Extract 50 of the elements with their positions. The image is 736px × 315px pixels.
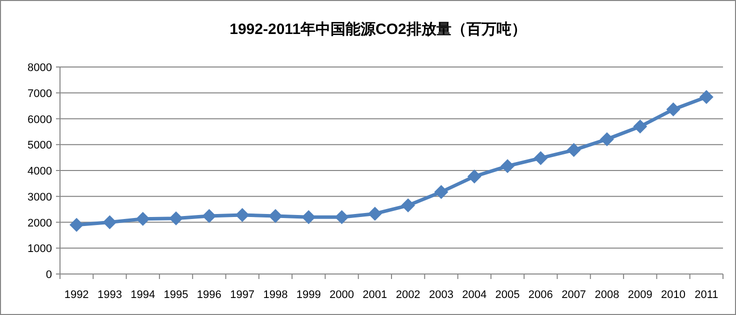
x-tick-label: 1993 [97,289,122,301]
point [434,184,448,199]
point [500,159,515,174]
point [600,132,614,146]
x-tick-label: 2003 [428,289,454,301]
x-tick-label: 2002 [396,289,420,301]
point [699,90,714,104]
point [368,206,382,221]
y-tick-label: 4000 [28,166,52,178]
chart-title: 1992-2011年中国能源CO2排放量（百万吨） [230,21,526,38]
point [102,215,117,230]
x-tick-label: 2001 [362,289,388,301]
point [202,209,216,224]
y-tick-label: 6000 [28,114,52,126]
x-tick-label: 1996 [196,289,222,301]
point [566,143,581,158]
x-tick-label: 2005 [495,289,520,301]
y-tick-label: 1000 [28,243,52,256]
x-tick-label: 1998 [263,289,288,301]
y-tick-label: 3000 [28,191,52,204]
point [666,102,680,116]
x-tick-label: 1999 [296,289,321,301]
x-tick-label: 1994 [130,289,156,301]
x-tick-label: 2009 [628,289,652,301]
x-tick-label: 2006 [528,289,553,301]
point [70,218,84,232]
x-tick-label: 2007 [562,289,586,301]
point [169,211,184,226]
point [235,208,250,222]
y-tick-label: 7000 [28,88,52,100]
x-tick-label: 2010 [661,289,686,301]
point [633,120,648,134]
x-tick-label: 1992 [64,289,89,301]
x-tick-label: 1997 [230,289,255,301]
y-tick-label: 0 [46,269,52,281]
x-tick-label: 1995 [164,289,188,301]
point [534,151,548,166]
y-tick-label: 8000 [28,62,52,74]
x-tick-label: 2008 [594,289,620,301]
x-tick-label: 2011 [694,289,718,301]
y-tick-label: 2000 [28,217,52,230]
x-tick-label: 2000 [330,289,354,301]
point [302,210,316,224]
x-tick-label: 2004 [462,289,487,301]
point [136,212,150,226]
point [334,210,349,224]
point [268,209,282,224]
point [401,198,416,212]
point [467,169,482,184]
y-tick-label: 5000 [28,140,52,152]
